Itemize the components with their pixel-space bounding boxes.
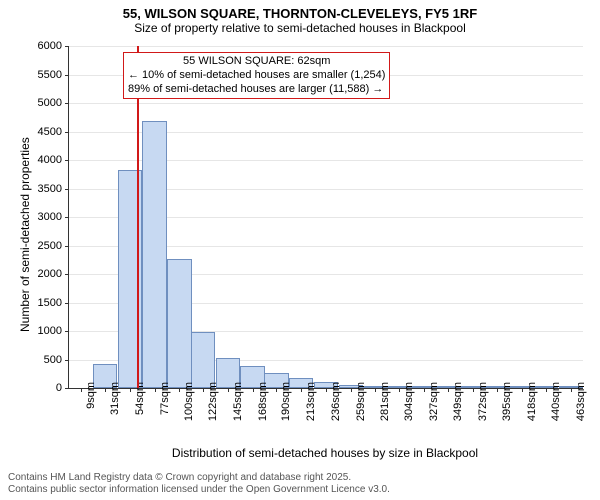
x-tick-mark — [424, 388, 425, 392]
x-tick-mark — [546, 388, 547, 392]
y-tick-mark — [65, 160, 69, 161]
y-tick-label: 1000 — [26, 325, 62, 337]
x-tick-mark — [105, 388, 106, 392]
x-tick-mark — [497, 388, 498, 392]
x-tick-mark — [179, 388, 180, 392]
y-tick-label: 5500 — [26, 69, 62, 81]
x-tick-label: 145sqm — [232, 382, 244, 421]
x-tick-label: 54sqm — [134, 382, 146, 415]
x-tick-mark — [155, 388, 156, 392]
x-tick-label: 327sqm — [428, 382, 440, 421]
x-tick-label: 463sqm — [575, 382, 587, 421]
y-tick-label: 500 — [26, 354, 62, 366]
x-tick-mark — [203, 388, 204, 392]
x-tick-label: 304sqm — [403, 382, 415, 421]
annotation-line: 55 WILSON SQUARE: 62sqm — [128, 55, 385, 69]
x-axis-label: Distribution of semi-detached houses by … — [68, 446, 582, 460]
x-tick-label: 349sqm — [452, 382, 464, 421]
histogram-bar — [142, 121, 166, 388]
annotation-line: ← 10% of semi-detached houses are smalle… — [128, 69, 385, 83]
x-tick-mark — [522, 388, 523, 392]
plot-area: 9sqm31sqm54sqm77sqm100sqm122sqm145sqm168… — [68, 46, 583, 389]
histogram-bar — [191, 332, 215, 388]
x-tick-mark — [448, 388, 449, 392]
histogram-chart: 55, WILSON SQUARE, THORNTON-CLEVELEYS, F… — [0, 0, 600, 500]
x-tick-mark — [375, 388, 376, 392]
x-tick-label: 395sqm — [501, 382, 513, 421]
y-tick-mark — [65, 132, 69, 133]
x-tick-mark — [571, 388, 572, 392]
x-tick-mark — [473, 388, 474, 392]
y-tick-mark — [65, 274, 69, 275]
gridline — [69, 103, 583, 104]
chart-footer: Contains HM Land Registry data © Crown c… — [8, 472, 390, 496]
chart-title: 55, WILSON SQUARE, THORNTON-CLEVELEYS, F… — [0, 0, 600, 21]
x-tick-mark — [228, 388, 229, 392]
y-tick-mark — [65, 217, 69, 218]
x-tick-mark — [81, 388, 82, 392]
x-tick-label: 418sqm — [526, 382, 538, 421]
y-tick-label: 4500 — [26, 126, 62, 138]
y-tick-label: 1500 — [26, 297, 62, 309]
y-tick-mark — [65, 46, 69, 47]
y-tick-label: 6000 — [26, 40, 62, 52]
y-tick-mark — [65, 75, 69, 76]
y-tick-label: 3000 — [26, 211, 62, 223]
footer-line-2: Contains public sector information licen… — [8, 484, 390, 496]
x-tick-mark — [326, 388, 327, 392]
x-tick-label: 372sqm — [477, 382, 489, 421]
y-tick-label: 5000 — [26, 97, 62, 109]
x-tick-label: 9sqm — [85, 382, 97, 409]
x-tick-label: 122sqm — [207, 382, 219, 421]
y-tick-mark — [65, 331, 69, 332]
x-tick-label: 259sqm — [355, 382, 367, 421]
y-tick-mark — [65, 303, 69, 304]
y-tick-mark — [65, 246, 69, 247]
y-tick-label: 2500 — [26, 240, 62, 252]
footer-line-1: Contains HM Land Registry data © Crown c… — [8, 472, 390, 484]
gridline — [69, 46, 583, 47]
annotation-line: 89% of semi-detached houses are larger (… — [128, 83, 385, 97]
annotation-box: 55 WILSON SQUARE: 62sqm← 10% of semi-det… — [123, 52, 390, 99]
y-tick-label: 0 — [26, 382, 62, 394]
x-tick-mark — [253, 388, 254, 392]
chart-subtitle: Size of property relative to semi-detach… — [0, 21, 600, 39]
x-tick-mark — [130, 388, 131, 392]
x-tick-label: 440sqm — [550, 382, 562, 421]
x-tick-label: 31sqm — [109, 382, 121, 415]
y-tick-mark — [65, 360, 69, 361]
x-tick-label: 236sqm — [330, 382, 342, 421]
y-tick-mark — [65, 189, 69, 190]
x-tick-label: 281sqm — [379, 382, 391, 421]
x-tick-label: 213sqm — [305, 382, 317, 421]
y-tick-label: 3500 — [26, 183, 62, 195]
x-tick-mark — [276, 388, 277, 392]
y-tick-label: 2000 — [26, 268, 62, 280]
histogram-bar — [167, 259, 191, 388]
x-tick-label: 168sqm — [257, 382, 269, 421]
x-tick-label: 100sqm — [183, 382, 195, 421]
x-tick-mark — [351, 388, 352, 392]
x-tick-label: 77sqm — [159, 382, 171, 415]
x-tick-label: 190sqm — [280, 382, 292, 421]
x-tick-mark — [301, 388, 302, 392]
y-tick-mark — [65, 388, 69, 389]
y-tick-mark — [65, 103, 69, 104]
y-tick-label: 4000 — [26, 154, 62, 166]
x-tick-mark — [399, 388, 400, 392]
